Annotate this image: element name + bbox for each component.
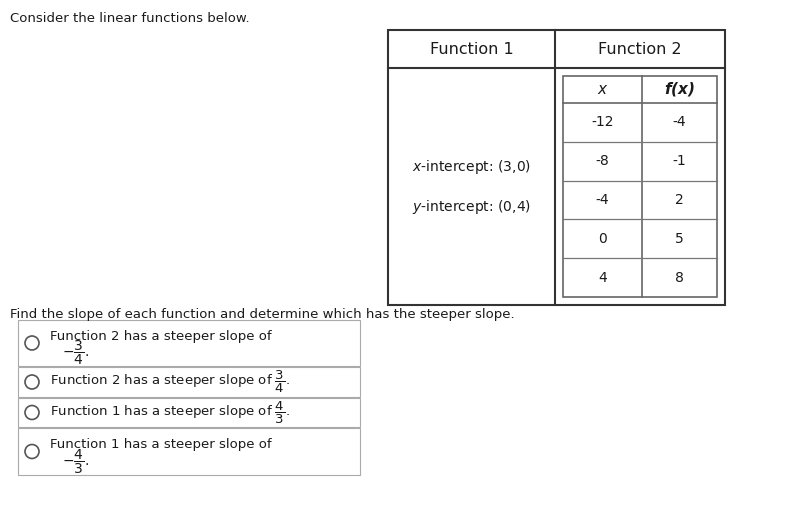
Bar [18,367,360,397]
Text: Find the slope of each function and determine which has the steeper slope.: Find the slope of each function and dete… [10,308,514,321]
Text: Function 1 has a steeper slope of $\dfrac{4}{3}.$: Function 1 has a steeper slope of $\dfra… [50,400,290,426]
Text: $\it{x}$: $\it{x}$ [597,82,608,97]
Text: Function 2 has a steeper slope of: Function 2 has a steeper slope of [50,329,272,343]
Text: 0: 0 [598,232,607,246]
Text: $\it{y}$-intercept: (0,4): $\it{y}$-intercept: (0,4) [412,197,531,215]
Text: 5: 5 [675,232,684,246]
Bar [18,428,360,475]
Text: $\bfit{f(x)}$: $\bfit{f(x)}$ [664,80,695,99]
Circle shape [25,445,39,458]
Circle shape [25,336,39,350]
Bar [18,320,360,366]
Text: Function 2: Function 2 [598,42,682,56]
Text: Function 2 has a steeper slope of $\dfrac{3}{4}.$: Function 2 has a steeper slope of $\dfra… [50,369,290,395]
Text: Consider the linear functions below.: Consider the linear functions below. [10,12,250,25]
Text: 2: 2 [675,193,684,207]
Text: Function 1 has a steeper slope of: Function 1 has a steeper slope of [50,438,272,451]
Text: -4: -4 [673,116,686,129]
Text: $-\dfrac{4}{3}.$: $-\dfrac{4}{3}.$ [62,448,89,476]
Text: -8: -8 [596,154,610,168]
Circle shape [25,375,39,389]
Text: -4: -4 [596,193,610,207]
Bar [388,30,725,305]
Text: 4: 4 [598,270,607,285]
Text: $\it{x}$-intercept: (3,0): $\it{x}$-intercept: (3,0) [412,157,531,175]
Circle shape [25,406,39,420]
Text: 8: 8 [675,270,684,285]
Text: $-\dfrac{3}{4}.$: $-\dfrac{3}{4}.$ [62,339,89,367]
Bar [563,76,717,297]
Text: -1: -1 [673,154,686,168]
Text: -12: -12 [591,116,614,129]
Text: Function 1: Function 1 [430,42,514,56]
Bar [18,398,360,427]
